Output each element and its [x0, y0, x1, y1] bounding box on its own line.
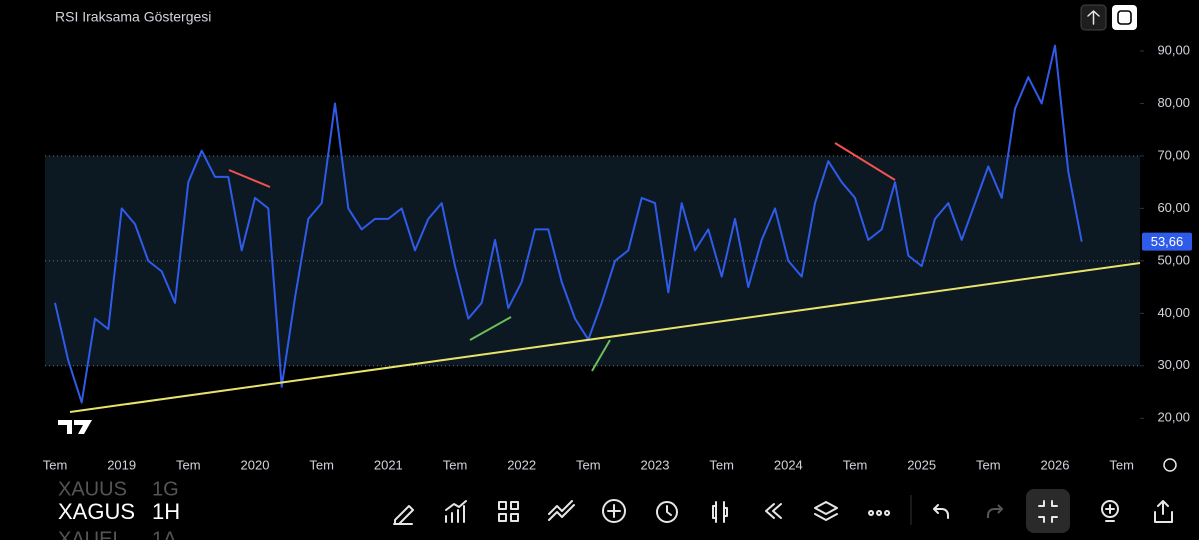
interval: 1G [152, 478, 179, 500]
x-tick-label: 2021 [374, 457, 403, 472]
y-tick-label: 80,00 [1157, 95, 1190, 110]
x-tick-label: Tem [709, 457, 734, 472]
tv-logo [58, 420, 92, 434]
x-tick-label: 2020 [241, 457, 270, 472]
x-tick-label: 2022 [507, 457, 536, 472]
x-tick-label: Tem [576, 457, 601, 472]
y-tick-label: 50,00 [1157, 252, 1190, 267]
draw-tool[interactable] [393, 505, 414, 525]
y-tick-label: 30,00 [1157, 357, 1190, 372]
divergence-line [834, 142, 896, 181]
fullscreen-button[interactable] [1112, 5, 1137, 30]
interval: 1A [152, 528, 177, 540]
redo[interactable] [987, 504, 1004, 518]
exit-fullscreen[interactable] [1026, 489, 1070, 533]
current-value-label: 53,66 [1151, 234, 1184, 249]
x-tick-label: Tem [976, 457, 1001, 472]
chart-title: RSI Iraksama Göstergesi [55, 9, 211, 25]
object-tree[interactable] [814, 501, 838, 521]
settings-icon[interactable] [1163, 458, 1177, 472]
y-tick-label: 70,00 [1157, 147, 1190, 162]
x-tick-label: 2025 [907, 457, 936, 472]
replay[interactable] [765, 503, 782, 519]
top-buttons [1080, 4, 1137, 31]
divergence-line [591, 339, 611, 372]
x-tick-label: Tem [843, 457, 868, 472]
compare[interactable] [548, 500, 575, 521]
chart-style[interactable] [712, 501, 728, 523]
share[interactable] [1154, 500, 1173, 523]
x-tick-label: 2026 [1041, 457, 1070, 472]
interval: 1H [152, 499, 180, 524]
y-tick-label: 90,00 [1157, 42, 1190, 57]
layouts[interactable] [498, 501, 519, 522]
x-tick-label: Tem [443, 457, 468, 472]
symbol: XAUUS [58, 478, 127, 500]
trend-line [69, 262, 1141, 413]
symbol-list[interactable]: XAUUS 1G XAGUS 1H XAUEL 1A [58, 478, 180, 540]
x-tick-label: Tem [1109, 457, 1134, 472]
symbol: XAGUS [58, 499, 135, 524]
plot-area: 20,00 30,00 40,00 50,00 60,00 70,00 80,00 90,00… [43, 42, 1192, 472]
divergence-line [228, 169, 271, 188]
add[interactable] [602, 499, 626, 523]
x-tick-label: 2024 [774, 457, 803, 472]
undo[interactable] [933, 504, 949, 519]
x-tick-label: 2023 [641, 457, 670, 472]
x-tick-label: Tem [43, 457, 68, 472]
y-tick-label: 60,00 [1157, 200, 1190, 215]
y-tick-label: 20,00 [1157, 410, 1190, 425]
divergence-line [469, 316, 512, 341]
rsi-line [54, 44, 1083, 404]
symbol: XAUEL [58, 528, 124, 540]
alert[interactable] [656, 501, 678, 523]
current-value-tag [1142, 232, 1192, 251]
y-tick-label: 40,00 [1157, 305, 1190, 320]
x-tick-label: 2019 [107, 457, 136, 472]
x-tick-label: Tem [176, 457, 201, 472]
toolbar [393, 489, 1173, 533]
ideas[interactable] [1101, 500, 1119, 518]
drawings [69, 142, 1141, 413]
indicators[interactable] [445, 500, 467, 523]
x-tick-label: Tem [309, 457, 334, 472]
more[interactable] [868, 510, 891, 516]
